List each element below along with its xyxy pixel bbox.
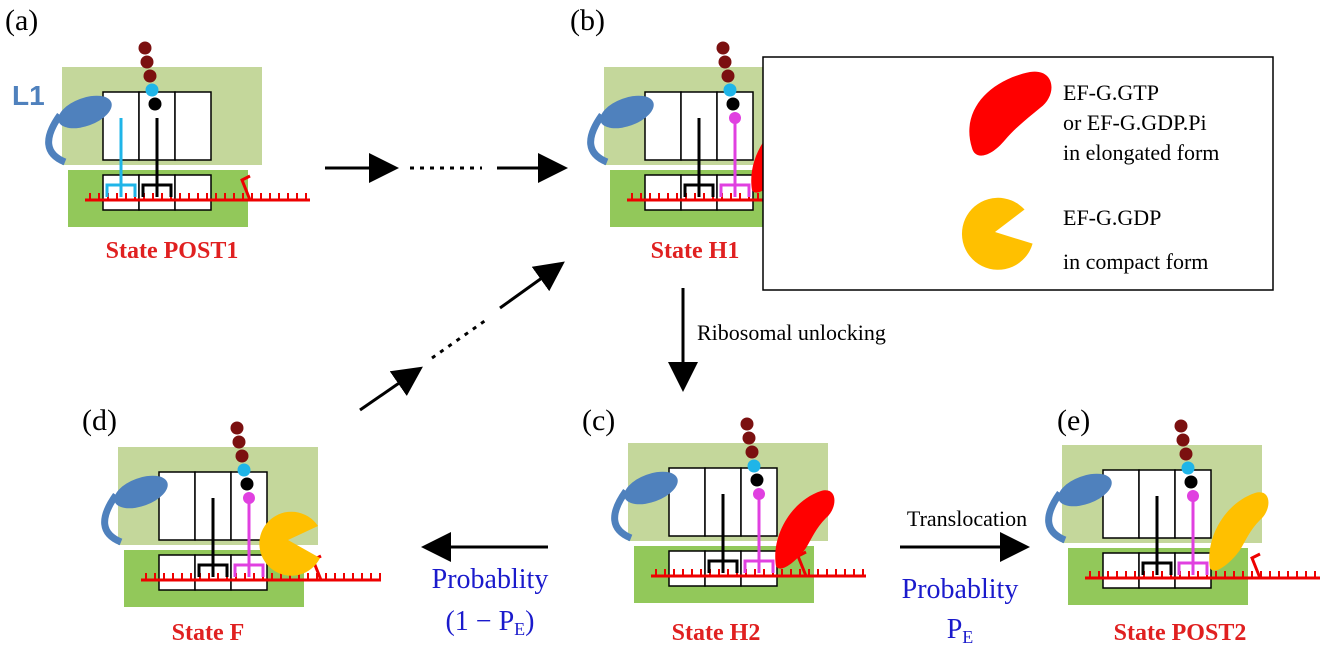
- peptide: [1182, 462, 1195, 475]
- prefix: (1 − P: [445, 606, 514, 637]
- peptide: [233, 436, 246, 449]
- peptide: [241, 478, 254, 491]
- panel-label: (e): [1057, 404, 1090, 437]
- probability: Probablity: [902, 574, 1019, 605]
- subscript: E: [962, 627, 973, 647]
- state-label: State POST1: [106, 238, 239, 264]
- suffix: ): [525, 606, 534, 637]
- peptide: [751, 474, 764, 487]
- peptide: [231, 422, 244, 435]
- subscript: E: [514, 619, 525, 639]
- panel-label: (b): [570, 4, 605, 37]
- peptide: [149, 98, 162, 111]
- probability: Probablity: [432, 564, 549, 595]
- legend-text: EF-G.GDP: [1063, 205, 1161, 230]
- transition-label: Ribosomal unlocking: [697, 320, 886, 345]
- l1-label: L1: [12, 80, 45, 111]
- trna-end: [1187, 490, 1199, 502]
- peptide: [722, 70, 735, 83]
- panel-label: (a): [5, 4, 38, 37]
- peptide: [741, 418, 754, 431]
- codon: [1103, 553, 1139, 588]
- codon: [175, 175, 211, 210]
- peptide: [717, 42, 730, 55]
- peptide: [743, 432, 756, 445]
- state-label: State H1: [651, 238, 740, 264]
- diagram: EF-G.GTP or EF-G.GDP.Pi in elongated for…: [0, 0, 1321, 652]
- legend-text: in compact form: [1063, 249, 1208, 274]
- peptide: [236, 450, 249, 463]
- legend-text: or EF-G.GDP.Pi: [1063, 110, 1207, 135]
- peptide: [746, 446, 759, 459]
- legend-text: EF-G.GTP: [1063, 80, 1159, 105]
- peptide: [1177, 434, 1190, 447]
- state-label: State F: [172, 620, 245, 646]
- codon: [159, 555, 195, 590]
- codon: [669, 551, 705, 586]
- state-label: State H2: [672, 620, 761, 646]
- state-label: State POST2: [1114, 620, 1247, 646]
- legend-text: in elongated form: [1063, 140, 1219, 165]
- trna-end: [729, 112, 741, 124]
- mrna-kink: [1252, 554, 1260, 578]
- ribosome: [49, 42, 310, 228]
- peptide: [1180, 448, 1193, 461]
- panel-label: (d): [82, 404, 117, 437]
- peptide: [748, 460, 761, 473]
- peptide: [1185, 476, 1198, 489]
- site: [175, 92, 211, 160]
- peptide: [727, 98, 740, 111]
- peptide: [238, 464, 251, 477]
- ribosome: [1049, 420, 1320, 606]
- probability: PE: [947, 614, 974, 647]
- peptide: [146, 84, 159, 97]
- probability: (1 − PE): [445, 606, 534, 639]
- panel-label: (c): [582, 404, 615, 437]
- symbol: P: [947, 614, 963, 645]
- peptide: [724, 84, 737, 97]
- peptide: [144, 70, 157, 83]
- ribosome: [105, 422, 381, 608]
- peptide: [141, 56, 154, 69]
- codon: [645, 175, 681, 210]
- peptide: [139, 42, 152, 55]
- trna-end: [243, 492, 255, 504]
- transition-label: Translocation: [907, 506, 1027, 531]
- ribosome: [615, 418, 866, 604]
- trna-end: [753, 488, 765, 500]
- peptide: [1175, 420, 1188, 433]
- peptide: [719, 56, 732, 69]
